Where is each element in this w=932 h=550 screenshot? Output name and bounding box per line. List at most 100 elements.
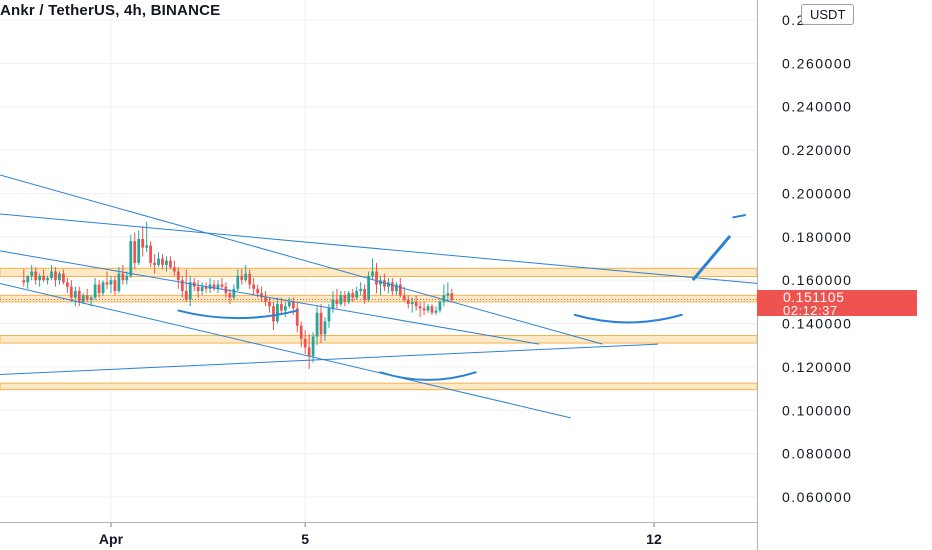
candle-body[interactable]	[208, 284, 212, 289]
candle-body[interactable]	[430, 306, 434, 313]
candle-body[interactable]	[371, 271, 374, 276]
candle-body[interactable]	[398, 284, 402, 296]
candle-body[interactable]	[276, 304, 279, 322]
candle-body[interactable]	[176, 271, 180, 281]
currency-unit-badge[interactable]: USDT	[801, 4, 855, 25]
candle-body[interactable]	[34, 271, 38, 281]
candle-body[interactable]	[30, 271, 34, 276]
candle-body[interactable]	[323, 321, 327, 335]
candle-body[interactable]	[93, 284, 97, 298]
trendline[interactable]	[0, 213, 758, 284]
candle-body[interactable]	[85, 295, 89, 300]
candle-body[interactable]	[58, 273, 61, 281]
candle-body[interactable]	[422, 308, 426, 311]
candle-body[interactable]	[287, 301, 291, 307]
candle-body[interactable]	[137, 238, 141, 263]
candle-body[interactable]	[311, 336, 315, 357]
candle-body[interactable]	[184, 291, 188, 300]
candle-body[interactable]	[406, 299, 410, 305]
candle-body[interactable]	[394, 284, 398, 292]
candle-body[interactable]	[62, 273, 65, 283]
candle-body[interactable]	[307, 347, 311, 357]
candle-body[interactable]	[410, 301, 414, 305]
candle-body[interactable]	[248, 273, 252, 285]
candle-body[interactable]	[101, 282, 105, 294]
candle-body[interactable]	[339, 295, 343, 305]
candle-body[interactable]	[438, 301, 442, 311]
candle-body[interactable]	[141, 238, 145, 248]
candle-body[interactable]	[73, 291, 77, 298]
candle-body[interactable]	[81, 295, 85, 302]
candle-body[interactable]	[363, 288, 367, 300]
candle-body[interactable]	[434, 310, 438, 313]
candle-body[interactable]	[89, 297, 93, 300]
candle-body[interactable]	[97, 284, 101, 294]
candle-body[interactable]	[228, 293, 232, 298]
candle-body[interactable]	[291, 301, 295, 309]
rounding-bottom-curve[interactable]	[573, 313, 683, 324]
drawn-trendlines[interactable]	[0, 174, 758, 419]
trendline[interactable]	[0, 174, 603, 345]
candle-body[interactable]	[50, 271, 53, 279]
candle-body[interactable]	[133, 241, 137, 263]
candle-body[interactable]	[129, 241, 133, 276]
candle-body[interactable]	[173, 267, 176, 272]
candle-body[interactable]	[232, 288, 236, 298]
candle-body[interactable]	[450, 293, 454, 300]
candle-body[interactable]	[38, 275, 42, 281]
candle-body[interactable]	[216, 284, 220, 289]
candle-body[interactable]	[260, 293, 263, 298]
candle-body[interactable]	[161, 258, 164, 266]
candle-body[interactable]	[390, 282, 394, 292]
candle-body[interactable]	[264, 297, 267, 302]
candle-body[interactable]	[327, 308, 331, 322]
candle-body[interactable]	[256, 288, 260, 294]
candle-body[interactable]	[252, 284, 256, 289]
candle-body[interactable]	[355, 291, 359, 298]
candle-body[interactable]	[113, 280, 117, 292]
candle-body[interactable]	[200, 286, 204, 292]
rounding-bottom-curve[interactable]	[379, 371, 477, 381]
candle-body[interactable]	[351, 293, 355, 298]
candle-body[interactable]	[165, 260, 168, 266]
candle-body[interactable]	[295, 308, 299, 326]
candle-body[interactable]	[180, 280, 184, 292]
candle-body[interactable]	[414, 301, 418, 307]
candle-body[interactable]	[303, 338, 307, 348]
projection-line[interactable]	[692, 235, 731, 281]
candle-body[interactable]	[315, 312, 319, 337]
candle-body[interactable]	[442, 295, 446, 302]
candle-body[interactable]	[343, 295, 347, 302]
candle-body[interactable]	[272, 306, 275, 322]
candle-body[interactable]	[268, 301, 271, 307]
candle-body[interactable]	[125, 275, 129, 281]
candle-body[interactable]	[212, 284, 216, 289]
candle-body[interactable]	[375, 271, 378, 285]
trendline[interactable]	[0, 343, 658, 375]
candle-body[interactable]	[145, 245, 149, 248]
candle-body[interactable]	[109, 280, 113, 285]
candle-body[interactable]	[42, 275, 45, 281]
candle-body[interactable]	[204, 286, 208, 289]
candle-body[interactable]	[335, 299, 339, 305]
candle-body[interactable]	[26, 275, 30, 283]
candle-body[interactable]	[240, 275, 244, 281]
trendline[interactable]	[0, 250, 540, 345]
candle-body[interactable]	[319, 312, 323, 335]
candle-body[interactable]	[54, 271, 57, 281]
candle-body[interactable]	[105, 282, 109, 285]
candle-body[interactable]	[22, 280, 26, 283]
candle-body[interactable]	[418, 306, 422, 309]
candle-body[interactable]	[244, 273, 248, 281]
candle-body[interactable]	[331, 299, 335, 309]
candle-body[interactable]	[426, 306, 430, 311]
candle-body[interactable]	[157, 258, 160, 266]
candle-body[interactable]	[46, 278, 49, 281]
candle-body[interactable]	[69, 286, 73, 298]
candle-body[interactable]	[446, 293, 450, 296]
candle-body[interactable]	[188, 282, 192, 300]
candle-body[interactable]	[367, 275, 370, 300]
candle-body[interactable]	[236, 275, 240, 289]
